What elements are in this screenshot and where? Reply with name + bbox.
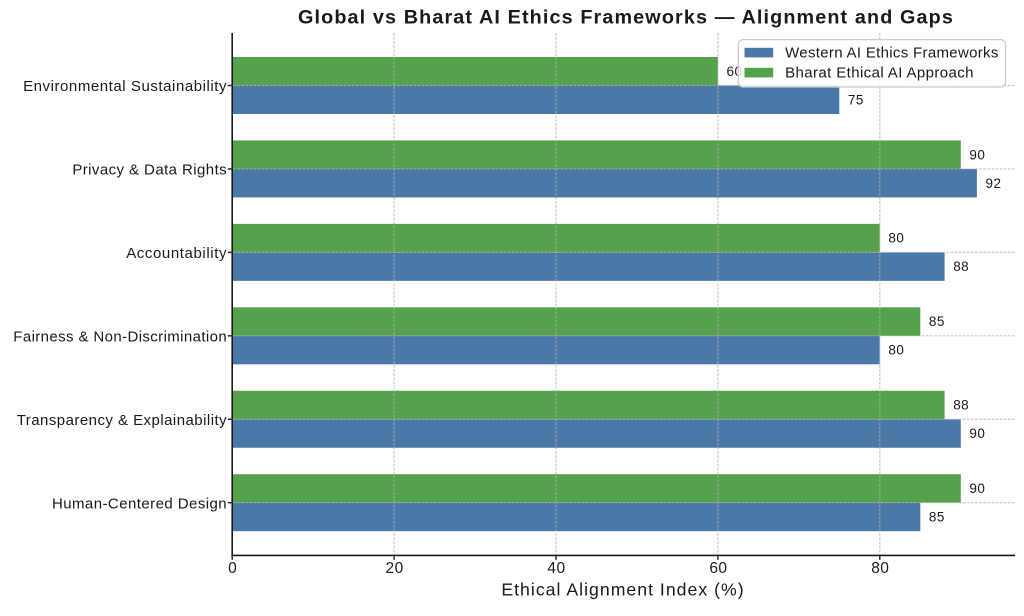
svg-text:Human-Centered Design: Human-Centered Design <box>52 495 227 512</box>
svg-text:Fairness & Non-Discrimination: Fairness & Non-Discrimination <box>13 328 227 345</box>
svg-text:92: 92 <box>986 176 1002 191</box>
svg-text:20: 20 <box>386 560 404 577</box>
svg-text:Global vs Bharat AI Ethics Fra: Global vs Bharat AI Ethics Frameworks — … <box>298 7 954 29</box>
svg-text:Environmental Sustainability: Environmental Sustainability <box>23 78 227 95</box>
svg-text:85: 85 <box>929 314 945 329</box>
svg-text:85: 85 <box>929 510 945 525</box>
svg-text:60: 60 <box>709 560 727 577</box>
svg-text:90: 90 <box>969 147 985 162</box>
svg-text:Accountability: Accountability <box>126 245 227 262</box>
svg-text:0: 0 <box>228 560 237 577</box>
svg-text:88: 88 <box>953 259 969 274</box>
svg-text:Transparency & Explainability: Transparency & Explainability <box>17 412 227 429</box>
svg-text:80: 80 <box>888 231 904 246</box>
svg-text:80: 80 <box>888 343 904 358</box>
svg-text:90: 90 <box>969 426 985 441</box>
svg-text:40: 40 <box>547 560 565 577</box>
svg-text:88: 88 <box>953 398 969 413</box>
svg-text:Bharat Ethical AI Approach: Bharat Ethical AI Approach <box>785 65 974 82</box>
svg-text:75: 75 <box>848 92 864 107</box>
svg-text:90: 90 <box>969 481 985 496</box>
svg-text:Western AI Ethics Frameworks: Western AI Ethics Frameworks <box>785 45 999 62</box>
svg-text:Privacy & Data Rights: Privacy & Data Rights <box>72 162 227 179</box>
svg-text:Ethical Alignment Index (%): Ethical Alignment Index (%) <box>501 579 744 599</box>
svg-text:80: 80 <box>871 560 889 577</box>
